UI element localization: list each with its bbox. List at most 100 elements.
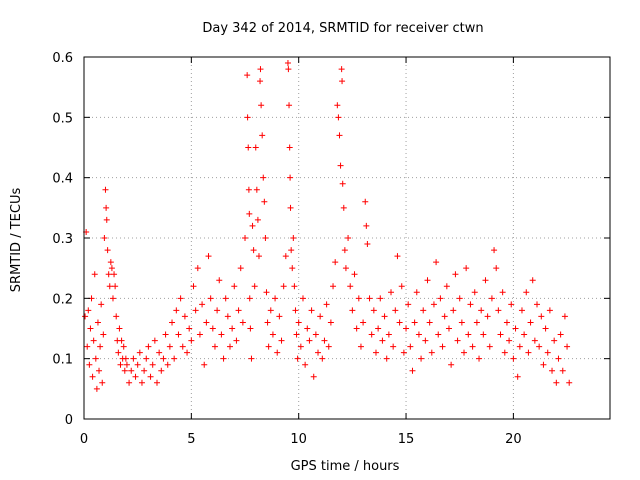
data-point: [173, 307, 180, 314]
data-point: [100, 331, 107, 338]
data-point: [258, 102, 265, 109]
data-point: [400, 349, 407, 356]
data-point: [529, 277, 536, 284]
data-point: [201, 361, 208, 368]
data-point: [255, 253, 262, 260]
data-point: [501, 349, 508, 356]
data-point: [244, 114, 251, 121]
data-point: [366, 295, 373, 302]
x-tick-label: 10: [290, 432, 307, 447]
y-tick-label: 0.5: [52, 111, 73, 126]
data-point: [149, 361, 156, 368]
data-point: [555, 355, 562, 362]
data-point: [98, 301, 105, 308]
data-point: [194, 265, 201, 272]
data-point: [278, 337, 285, 344]
data-point: [445, 325, 452, 332]
data-point: [362, 198, 369, 205]
data-point: [508, 301, 515, 308]
data-point: [244, 72, 251, 79]
x-tick-label: 5: [187, 432, 195, 447]
data-point: [93, 385, 100, 392]
data-point: [128, 367, 135, 374]
data-point: [192, 307, 199, 314]
data-point: [392, 307, 399, 314]
data-point: [134, 361, 141, 368]
data-point: [315, 349, 322, 356]
data-point: [516, 343, 523, 350]
chart-title: Day 342 of 2014, SRMTID for receiver ctw…: [202, 21, 483, 36]
data-point: [90, 337, 97, 344]
data-point: [108, 265, 115, 272]
data-point: [162, 331, 169, 338]
data-point: [130, 355, 137, 362]
data-point: [403, 325, 410, 332]
data-point: [379, 337, 386, 344]
data-point: [156, 349, 163, 356]
data-point: [282, 253, 289, 260]
y-tick-label: 0: [65, 413, 73, 428]
data-point: [518, 307, 525, 314]
data-point: [224, 313, 231, 320]
data-point: [493, 265, 500, 272]
data-point: [207, 295, 214, 302]
data-point: [222, 295, 229, 302]
data-point: [312, 331, 319, 338]
data-point: [276, 313, 283, 320]
data-point: [220, 355, 227, 362]
data-point: [433, 259, 440, 266]
data-point: [411, 319, 418, 326]
data-point: [246, 295, 253, 302]
data-point: [254, 216, 261, 223]
data-point: [250, 247, 257, 254]
data-point: [357, 343, 364, 350]
data-point: [265, 343, 272, 350]
data-point: [117, 361, 124, 368]
data-point: [372, 349, 379, 356]
data-point: [327, 319, 334, 326]
data-point: [280, 283, 287, 290]
data-point: [448, 361, 455, 368]
data-point: [267, 307, 274, 314]
data-point: [211, 343, 218, 350]
data-point: [121, 367, 128, 374]
data-point: [364, 241, 371, 248]
data-point: [169, 319, 176, 326]
data-point: [341, 247, 348, 254]
data-point: [86, 361, 93, 368]
data-point: [385, 331, 392, 338]
data-point: [295, 319, 302, 326]
data-point: [111, 271, 118, 278]
data-point: [340, 204, 347, 211]
data-point: [534, 301, 541, 308]
data-point: [407, 343, 414, 350]
data-point: [482, 277, 489, 284]
data-point: [216, 277, 223, 284]
data-point: [428, 349, 435, 356]
data-point: [297, 343, 304, 350]
data-point: [166, 343, 173, 350]
data-point: [257, 78, 264, 85]
data-point: [469, 343, 476, 350]
x-tick-label: 0: [80, 432, 88, 447]
data-point: [226, 343, 233, 350]
data-point: [145, 343, 152, 350]
data-point: [302, 361, 309, 368]
data-point: [510, 355, 517, 362]
data-point: [141, 367, 148, 374]
data-point: [123, 361, 130, 368]
data-point: [177, 295, 184, 302]
data-point: [257, 66, 264, 73]
data-point: [101, 235, 108, 241]
data-point: [190, 283, 197, 290]
data-point: [160, 355, 167, 362]
y-tick-label: 0.6: [52, 51, 73, 66]
data-point: [306, 337, 313, 344]
data-point: [231, 283, 238, 290]
data-point: [304, 325, 311, 332]
data-point: [332, 259, 339, 266]
data-point: [82, 313, 89, 320]
data-point: [115, 349, 122, 356]
data-point: [430, 301, 437, 308]
data-point: [390, 343, 397, 350]
